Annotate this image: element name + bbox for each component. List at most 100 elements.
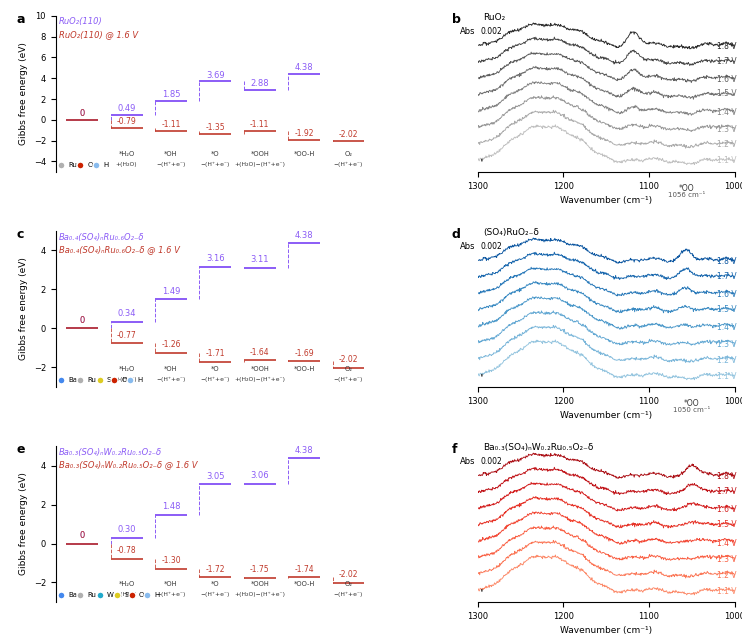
Text: -1.69: -1.69 bbox=[295, 349, 314, 358]
Text: 3.69: 3.69 bbox=[206, 71, 225, 80]
X-axis label: Wavenumber (cm⁻¹): Wavenumber (cm⁻¹) bbox=[560, 626, 652, 635]
Text: 1.1 V: 1.1 V bbox=[717, 371, 736, 380]
Text: +(H₂O)−(H⁺+e⁻): +(H₂O)−(H⁺+e⁻) bbox=[234, 592, 285, 598]
Y-axis label: Gibbs free energy (eV): Gibbs free energy (eV) bbox=[19, 473, 28, 575]
Text: 1.8 V: 1.8 V bbox=[717, 472, 736, 481]
Text: 0.002: 0.002 bbox=[480, 457, 502, 466]
Text: 2.88: 2.88 bbox=[251, 79, 269, 88]
Legend: Ru, O, H: Ru, O, H bbox=[59, 162, 108, 168]
Text: *OOH: *OOH bbox=[250, 152, 269, 157]
Text: 1.85: 1.85 bbox=[162, 90, 180, 99]
Text: 0: 0 bbox=[79, 109, 85, 118]
Text: *H₂O: *H₂O bbox=[119, 366, 135, 373]
Text: Abs: Abs bbox=[459, 457, 475, 466]
Text: −(H⁺+e⁻): −(H⁺+e⁻) bbox=[200, 592, 230, 598]
Text: 0.49: 0.49 bbox=[117, 104, 136, 113]
Text: 1.8 V: 1.8 V bbox=[717, 42, 736, 51]
Text: -1.72: -1.72 bbox=[206, 564, 225, 573]
Text: 1.2 V: 1.2 V bbox=[717, 571, 736, 580]
Text: +(H₂O): +(H₂O) bbox=[116, 162, 137, 167]
Text: -1.64: -1.64 bbox=[250, 348, 269, 357]
Text: Ba₀.₄(SO₄)ₙRu₀.₆O₂₋δ @ 1.6 V: Ba₀.₄(SO₄)ₙRu₀.₆O₂₋δ @ 1.6 V bbox=[59, 245, 180, 254]
Text: −(H⁺+e⁻): −(H⁺+e⁻) bbox=[157, 377, 186, 382]
Text: 1.8 V: 1.8 V bbox=[717, 257, 736, 266]
Text: 1.1 V: 1.1 V bbox=[717, 587, 736, 596]
Text: 0: 0 bbox=[79, 316, 85, 325]
Text: Abs: Abs bbox=[459, 27, 475, 36]
Text: 0: 0 bbox=[79, 531, 85, 540]
Text: -2.02: -2.02 bbox=[339, 355, 358, 364]
Text: +(H₂O): +(H₂O) bbox=[116, 377, 137, 382]
Text: *H₂O: *H₂O bbox=[119, 582, 135, 587]
Text: -1.75: -1.75 bbox=[250, 565, 269, 574]
Text: d: d bbox=[452, 228, 461, 241]
Text: *OO: *OO bbox=[679, 184, 695, 193]
Text: 0: 0 bbox=[79, 109, 85, 118]
Text: 1.5 V: 1.5 V bbox=[717, 89, 736, 99]
Text: 1.49: 1.49 bbox=[162, 287, 180, 296]
Text: *O: *O bbox=[211, 582, 220, 587]
Y-axis label: Gibbs free energy (eV): Gibbs free energy (eV) bbox=[19, 257, 28, 361]
Text: Ba₀.₃(SO₄)ₙW₀.₂Ru₀.₅O₂₋δ: Ba₀.₃(SO₄)ₙW₀.₂Ru₀.₅O₂₋δ bbox=[59, 448, 162, 457]
Text: 1.6 V: 1.6 V bbox=[717, 290, 736, 299]
Text: −(H⁺+e⁻): −(H⁺+e⁻) bbox=[200, 162, 230, 167]
Text: c: c bbox=[16, 228, 24, 241]
Text: 1.7 V: 1.7 V bbox=[717, 272, 736, 281]
Text: 0.30: 0.30 bbox=[117, 525, 136, 534]
Text: -1.30: -1.30 bbox=[161, 556, 181, 566]
Text: -1.74: -1.74 bbox=[295, 565, 314, 574]
Text: 0.34: 0.34 bbox=[117, 310, 136, 318]
Text: 1.5 V: 1.5 V bbox=[717, 304, 736, 313]
Text: 1.4 V: 1.4 V bbox=[717, 538, 736, 548]
Text: −(H⁺+e⁻): −(H⁺+e⁻) bbox=[157, 592, 186, 598]
Text: *OH: *OH bbox=[164, 152, 178, 157]
Text: −(H⁺+e⁻): −(H⁺+e⁻) bbox=[200, 377, 230, 382]
Text: 4.38: 4.38 bbox=[295, 64, 313, 73]
Text: 1050 cm⁻¹: 1050 cm⁻¹ bbox=[673, 408, 710, 413]
Text: -2.02: -2.02 bbox=[339, 570, 358, 580]
Text: (SO₄)RuO₂₋δ: (SO₄)RuO₂₋δ bbox=[483, 228, 539, 237]
Text: -1.35: -1.35 bbox=[206, 123, 225, 132]
Text: -0.79: -0.79 bbox=[116, 117, 137, 126]
Text: 1.4 V: 1.4 V bbox=[717, 324, 736, 333]
Text: *OO-H: *OO-H bbox=[294, 582, 315, 587]
Text: 4.38: 4.38 bbox=[295, 231, 313, 240]
Text: −(H⁺+e⁻): −(H⁺+e⁻) bbox=[334, 162, 363, 167]
Text: 0.002: 0.002 bbox=[480, 27, 502, 36]
Text: -1.11: -1.11 bbox=[250, 120, 269, 129]
Text: a: a bbox=[16, 13, 24, 26]
Text: O₂: O₂ bbox=[344, 152, 352, 157]
Text: *OO-H: *OO-H bbox=[294, 152, 315, 157]
Text: 0: 0 bbox=[79, 316, 85, 325]
Text: *OH: *OH bbox=[164, 366, 178, 373]
Text: -1.92: -1.92 bbox=[295, 129, 314, 138]
Text: 0: 0 bbox=[79, 531, 85, 540]
X-axis label: Wavenumber (cm⁻¹): Wavenumber (cm⁻¹) bbox=[560, 196, 652, 205]
X-axis label: Wavenumber (cm⁻¹): Wavenumber (cm⁻¹) bbox=[560, 411, 652, 420]
Text: -0.78: -0.78 bbox=[116, 546, 137, 555]
Text: 0.002: 0.002 bbox=[480, 242, 502, 251]
Text: 1.7 V: 1.7 V bbox=[717, 57, 736, 66]
Text: RuO₂(110): RuO₂(110) bbox=[59, 17, 102, 27]
Text: +(H₂O)−(H⁺+e⁻): +(H₂O)−(H⁺+e⁻) bbox=[234, 377, 285, 382]
Text: 1.5 V: 1.5 V bbox=[717, 520, 736, 529]
Text: Ba₀.₃(SO₄)ₙW₀.₂Ru₀.₅O₂₋δ: Ba₀.₃(SO₄)ₙW₀.₂Ru₀.₅O₂₋δ bbox=[483, 443, 593, 452]
Text: 3.05: 3.05 bbox=[206, 471, 225, 480]
Text: 1.6 V: 1.6 V bbox=[717, 505, 736, 514]
Text: 1.1 V: 1.1 V bbox=[717, 157, 736, 166]
Text: RuO₂(110) @ 1.6 V: RuO₂(110) @ 1.6 V bbox=[59, 30, 138, 39]
Text: 1.7 V: 1.7 V bbox=[717, 487, 736, 496]
Legend: Ba, Ru, S, O, H: Ba, Ru, S, O, H bbox=[59, 377, 142, 383]
Text: O₂: O₂ bbox=[344, 582, 352, 587]
Text: *OO-H: *OO-H bbox=[294, 366, 315, 373]
Text: 1056 cm⁻¹: 1056 cm⁻¹ bbox=[668, 192, 705, 198]
Text: 1.3 V: 1.3 V bbox=[717, 125, 736, 134]
Text: +(H₂O): +(H₂O) bbox=[116, 592, 137, 598]
Text: 1.3 V: 1.3 V bbox=[717, 555, 736, 564]
Text: Abs: Abs bbox=[459, 242, 475, 251]
Text: *OO: *OO bbox=[684, 399, 700, 408]
Text: -2.02: -2.02 bbox=[339, 130, 358, 139]
Text: *OOH: *OOH bbox=[250, 582, 269, 587]
Text: 3.11: 3.11 bbox=[251, 255, 269, 264]
Text: −(H⁺+e⁻): −(H⁺+e⁻) bbox=[334, 592, 363, 598]
